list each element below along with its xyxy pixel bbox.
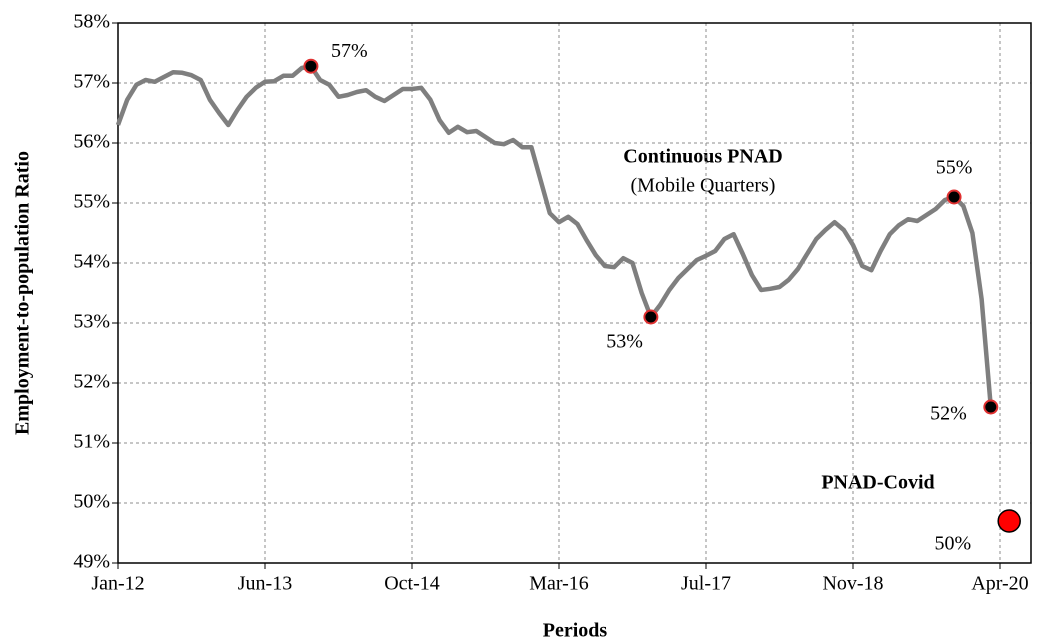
x-tick-label: Nov-18 bbox=[822, 573, 883, 595]
data-label: 53% bbox=[606, 331, 643, 353]
y-tick-label: 58% bbox=[73, 11, 110, 33]
y-tick-label: 57% bbox=[73, 71, 110, 93]
y-tick-label: 53% bbox=[73, 311, 110, 333]
data-label: 52% bbox=[930, 403, 967, 425]
y-axis-title: Employment-to-population Ratio bbox=[12, 151, 34, 435]
plot-frame bbox=[117, 22, 1032, 564]
x-tick-label: Jul-17 bbox=[681, 573, 731, 595]
x-tick-label: Mar-16 bbox=[529, 573, 589, 595]
marker bbox=[643, 309, 659, 325]
x-tick-label: Jun-13 bbox=[238, 573, 292, 595]
marker bbox=[997, 509, 1021, 533]
marker bbox=[303, 58, 319, 74]
y-tick-label: 56% bbox=[73, 131, 110, 153]
x-axis-title: Periods bbox=[543, 620, 608, 642]
marker bbox=[946, 189, 962, 205]
y-tick-label: 54% bbox=[73, 251, 110, 273]
data-label: 50% bbox=[935, 533, 972, 555]
y-tick-label: 52% bbox=[73, 371, 110, 393]
series-label: Continuous PNAD bbox=[623, 146, 782, 168]
data-label: 57% bbox=[331, 40, 368, 62]
series-label: PNAD-Covid bbox=[821, 472, 934, 494]
y-tick-label: 51% bbox=[73, 431, 110, 453]
series-sublabel: (Mobile Quarters) bbox=[631, 175, 776, 197]
x-tick-label: Jan-12 bbox=[91, 573, 144, 595]
x-tick-label: Oct-14 bbox=[384, 573, 440, 595]
data-label: 55% bbox=[936, 157, 973, 179]
line bbox=[115, 63, 994, 408]
y-tick-label: 50% bbox=[73, 491, 110, 513]
marker bbox=[983, 399, 999, 415]
y-tick-label: 49% bbox=[73, 551, 110, 573]
y-tick-label: 55% bbox=[73, 191, 110, 213]
x-tick-label: Apr-20 bbox=[971, 573, 1028, 595]
